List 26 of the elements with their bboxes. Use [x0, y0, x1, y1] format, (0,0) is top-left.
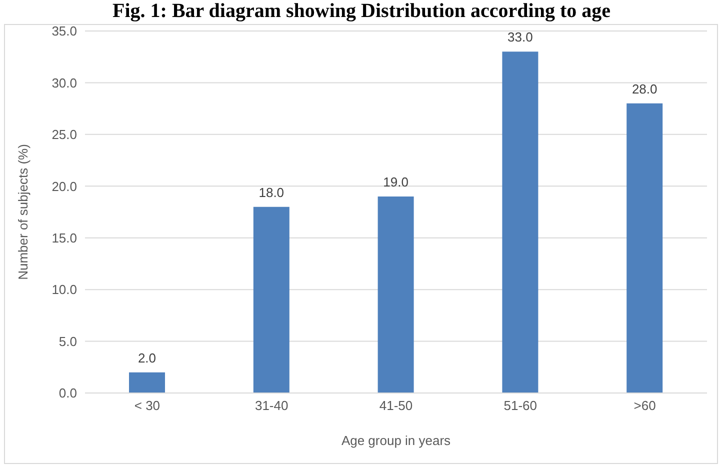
y-tick-label: 35.0 [52, 24, 77, 39]
data-label: 28.0 [632, 81, 658, 96]
y-tick-label: 0.0 [58, 386, 77, 401]
bar [502, 52, 538, 393]
y-axis-title: Number of subjects (%) [16, 144, 31, 280]
data-label: 19.0 [383, 174, 408, 190]
y-tick-label: 20.0 [52, 178, 77, 194]
bar [378, 196, 414, 393]
x-tick-label: 41-50 [379, 398, 413, 414]
data-label: 18.0 [258, 184, 284, 200]
data-label: 33.0 [508, 30, 533, 45]
bar [626, 103, 663, 393]
y-tick-label: 25.0 [52, 127, 77, 142]
y-tick-label: 30.0 [52, 75, 77, 90]
y-tick-label: 5.0 [58, 334, 77, 349]
x-tick-label: >60 [634, 398, 656, 414]
x-tick-label: 31-40 [254, 398, 288, 414]
chart-title: Fig. 1: Bar diagram showing Distribution according to age [112, 0, 612, 22]
x-axis-title: Age group in years [341, 433, 452, 448]
data-label: 2.0 [138, 350, 156, 366]
y-tick-label: 15.0 [52, 230, 77, 246]
bar [129, 372, 165, 393]
bar [253, 206, 290, 393]
y-tick-label: 10.0 [52, 282, 77, 298]
x-tick-label: < 30 [134, 398, 160, 414]
x-tick-label: 51-60 [504, 398, 538, 414]
